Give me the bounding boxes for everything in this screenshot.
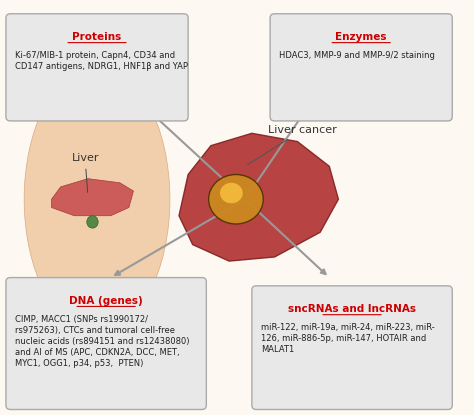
FancyBboxPatch shape [252, 286, 452, 410]
Text: Liver cancer: Liver cancer [247, 125, 337, 165]
Text: Proteins: Proteins [73, 32, 122, 42]
Polygon shape [179, 133, 338, 261]
Text: Ki-67/MIB-1 protein, Capn4, CD34 and
CD147 antigens, NDRG1, HNF1β and YAP: Ki-67/MIB-1 protein, Capn4, CD34 and CD1… [15, 51, 188, 71]
FancyBboxPatch shape [270, 14, 452, 121]
Circle shape [209, 175, 263, 224]
FancyBboxPatch shape [6, 278, 206, 410]
Circle shape [220, 183, 243, 203]
Circle shape [74, 30, 120, 71]
Ellipse shape [87, 216, 98, 228]
FancyBboxPatch shape [6, 14, 188, 121]
Text: CIMP, MACC1 (SNPs rs1990172/
rs975263), CTCs and tumoral cell-free
nucleic acids: CIMP, MACC1 (SNPs rs1990172/ rs975263), … [15, 315, 190, 368]
Text: Enzymes: Enzymes [336, 32, 387, 42]
Polygon shape [52, 178, 134, 216]
Ellipse shape [24, 65, 170, 333]
Text: HDAC3, MMP-9 and MMP-9/2 staining: HDAC3, MMP-9 and MMP-9/2 staining [279, 51, 435, 60]
Text: miR-122, miR-19a, miR-24, miR-223, miR-
126, miR-886-5p, miR-147, HOTAIR and
MAL: miR-122, miR-19a, miR-24, miR-223, miR- … [261, 323, 435, 354]
Text: DNA (genes): DNA (genes) [69, 296, 143, 306]
Text: sncRNAs and lncRNAs: sncRNAs and lncRNAs [288, 304, 416, 315]
Text: Liver: Liver [72, 153, 100, 163]
